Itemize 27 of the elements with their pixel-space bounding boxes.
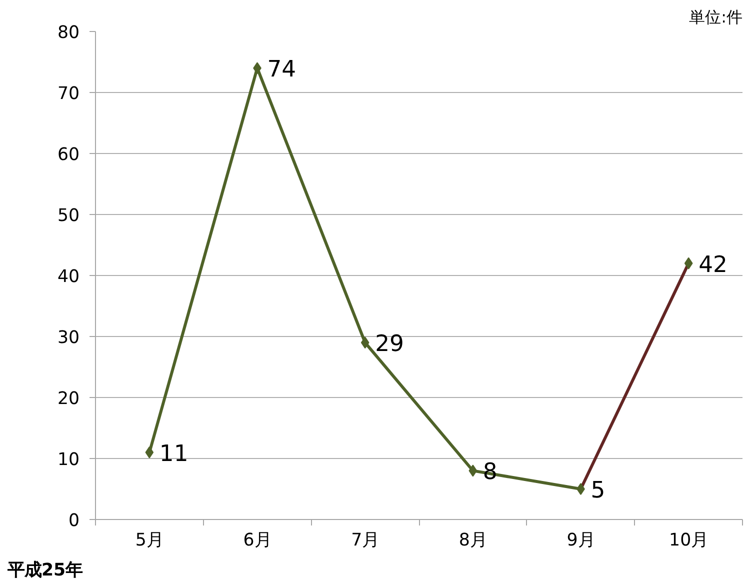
x-tick-label: 10月 xyxy=(669,530,708,550)
x-tick-label: 5月 xyxy=(135,530,164,550)
text: 単位:件 xyxy=(689,8,742,26)
y-tick-label: 40 xyxy=(57,267,80,287)
x-tick-label: 7月 xyxy=(351,530,380,550)
data-label: 29 xyxy=(375,331,404,358)
point xyxy=(576,483,585,495)
data-label: 11 xyxy=(159,440,188,467)
y-tick-label: 70 xyxy=(57,84,80,104)
data-label: 42 xyxy=(698,252,728,278)
point xyxy=(360,336,370,349)
y-tick-label: 20 xyxy=(57,389,80,409)
y-tick-label: 0 xyxy=(68,511,80,531)
point xyxy=(468,464,478,477)
y-tick-label: 10 xyxy=(57,450,80,470)
data-label: 5 xyxy=(590,478,606,504)
data-label: 74 xyxy=(267,56,296,83)
y-tick-label: 60 xyxy=(57,145,80,165)
y-tick-label: 50 xyxy=(57,206,80,226)
y-tick-label: 30 xyxy=(57,328,80,348)
x-tick-label: 6月 xyxy=(243,530,272,550)
x-tick-label: 8月 xyxy=(458,530,487,550)
y-tick-label: 80 xyxy=(57,23,80,43)
x-tick-label: 9月 xyxy=(566,530,595,550)
text: 平成25年 xyxy=(6,560,83,580)
point xyxy=(145,446,154,458)
point xyxy=(684,257,693,270)
